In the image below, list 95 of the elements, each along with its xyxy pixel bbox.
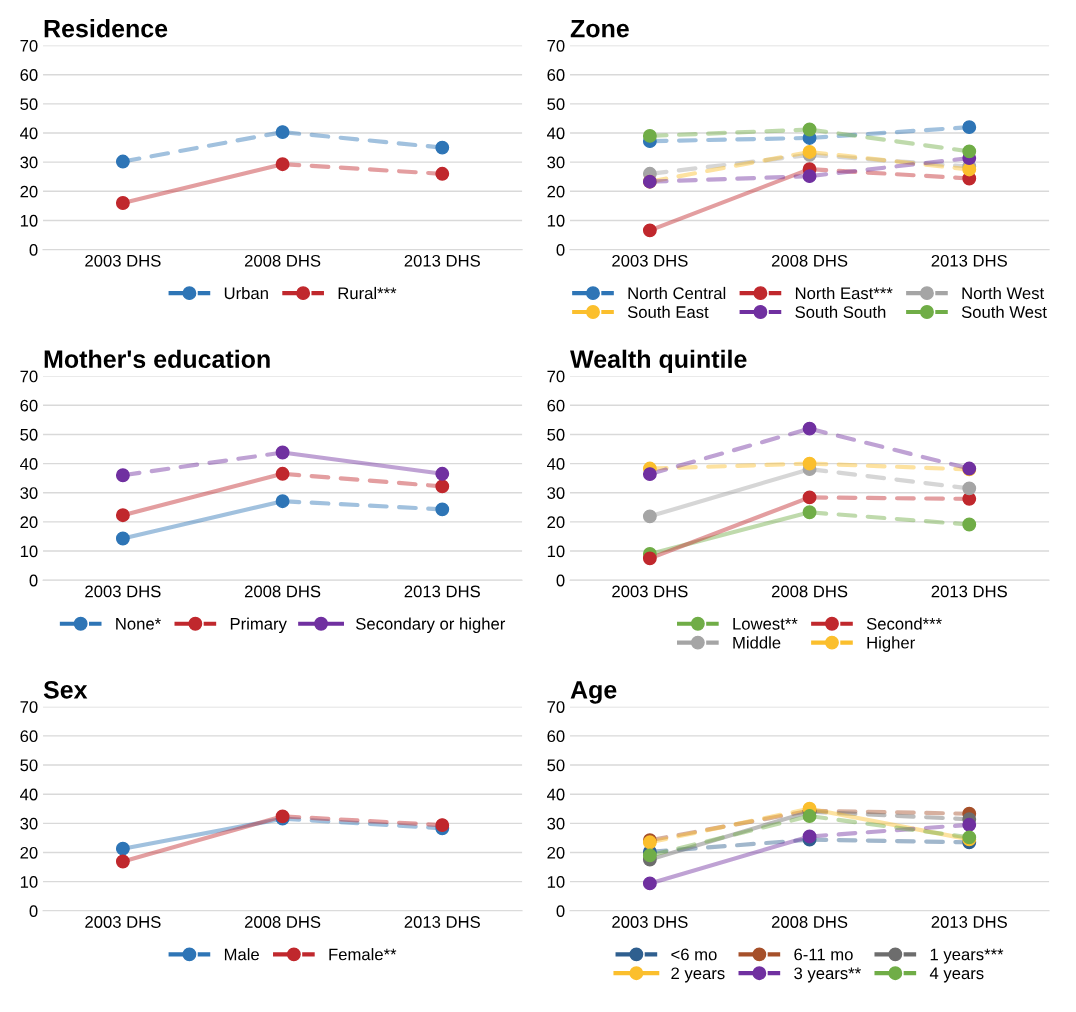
x-tick-label: 2013 DHS [404,585,480,598]
legend-label: Second*** [866,617,942,630]
x-tick-label: 2013 DHS [931,254,1007,267]
y-tick-label: 60 [20,730,38,743]
legend-label: Middle [733,636,781,649]
y-tick-label: 40 [547,788,565,801]
legend-label: South East [627,305,709,318]
legend-label: 4 years [929,967,984,983]
legend-label: 2 years [671,967,725,983]
y-tick-label: 70 [547,701,565,713]
legend-label: <6 mo [671,948,717,961]
x-tick-label: 2003 DHS [85,916,161,928]
y-tick-label: 20 [547,516,565,529]
y-tick-label: 70 [547,39,565,52]
legend-label: Female** [329,948,397,961]
y-tick-label: 10 [20,214,38,227]
y-tick-label: 0 [29,244,38,256]
y-tick-label: 30 [547,156,565,169]
legend-label: None* [116,618,161,630]
y-tick-label: 10 [547,545,565,558]
y-tick-label: 40 [20,457,38,470]
chart-title: Sex [43,680,88,699]
y-tick-label: 40 [20,127,38,140]
y-tick-label: 70 [20,701,38,713]
legend-label: Secondary or higher [356,617,506,634]
y-tick-label: 30 [20,817,38,830]
legend-label: Male [224,948,259,961]
legend-label: North Central [628,286,726,300]
y-tick-label: 10 [547,876,565,888]
x-tick-label: 2013 DHS [931,585,1007,598]
legend-label: South West [961,305,1047,318]
legend-label: 3 years** [794,967,861,983]
chart-title: Residence [44,19,168,38]
x-tick-label: 2008 DHS [771,585,848,598]
y-tick-label: 0 [556,905,565,917]
x-tick-label: 2013 DHS [404,916,480,928]
y-tick-label: 40 [547,127,565,140]
x-tick-label: 2013 DHS [931,916,1007,928]
y-tick-label: 20 [547,185,565,198]
y-tick-label: 30 [547,487,565,499]
y-tick-label: 0 [29,905,38,917]
y-tick-label: 20 [20,846,38,859]
y-tick-label: 0 [29,574,38,587]
y-tick-label: 70 [20,39,38,52]
chart-title: Zone [570,20,629,38]
y-tick-label: 60 [547,69,565,81]
y-tick-label: 30 [20,487,38,499]
y-tick-label: 50 [547,759,565,772]
y-tick-label: 50 [20,759,38,772]
x-tick-label: 2003 DHS [612,585,688,598]
y-tick-label: 30 [20,156,38,169]
y-tick-label: 30 [547,817,565,830]
y-tick-label: 40 [20,788,38,801]
y-tick-label: 50 [20,98,38,111]
y-tick-label: 50 [547,98,565,111]
y-tick-label: 0 [556,244,565,256]
x-tick-label: 2008 DHS [244,916,321,928]
x-tick-label: 2008 DHS [771,916,848,928]
y-tick-label: 60 [547,730,565,743]
x-tick-label: 2008 DHS [771,254,848,267]
y-tick-label: 20 [20,516,38,529]
x-tick-label: 2003 DHS [612,916,688,928]
y-tick-label: 50 [20,428,38,441]
y-tick-label: 60 [547,399,565,412]
legend-label: Urban [224,286,268,300]
chart-title: Age [570,681,617,704]
x-tick-label: 2003 DHS [612,254,688,267]
y-tick-label: 20 [547,846,565,859]
legend-label: Primary [230,617,287,634]
y-tick-label: 10 [547,214,565,227]
y-tick-label: 10 [20,545,38,558]
legend-label: North East*** [795,286,893,300]
x-tick-label: 2013 DHS [404,254,480,267]
chart-title: Wealth quintile [570,349,747,373]
legend-label: Higher [867,636,915,652]
y-tick-label: 60 [20,399,38,412]
x-tick-label: 2008 DHS [244,585,321,598]
legend-label: 1 years*** [930,948,1004,964]
chart-title: Mother's education [44,349,270,369]
y-tick-label: 60 [20,69,38,81]
x-tick-label: 2003 DHS [85,254,161,267]
y-tick-label: 70 [547,370,565,383]
x-tick-label: 2008 DHS [244,254,321,267]
y-tick-label: 10 [20,876,38,888]
y-tick-label: 50 [547,428,565,441]
x-tick-label: 2003 DHS [85,585,161,598]
y-tick-label: 20 [20,185,38,198]
y-tick-label: 70 [20,370,38,383]
legend-label: North West [962,286,1045,300]
legend-label: Rural*** [338,286,397,300]
y-tick-label: 0 [556,574,565,587]
legend-label: Lowest** [733,618,798,630]
legend-label: South South [795,305,886,318]
legend-label: 6-11 mo [794,948,853,961]
y-tick-label: 40 [547,457,565,470]
